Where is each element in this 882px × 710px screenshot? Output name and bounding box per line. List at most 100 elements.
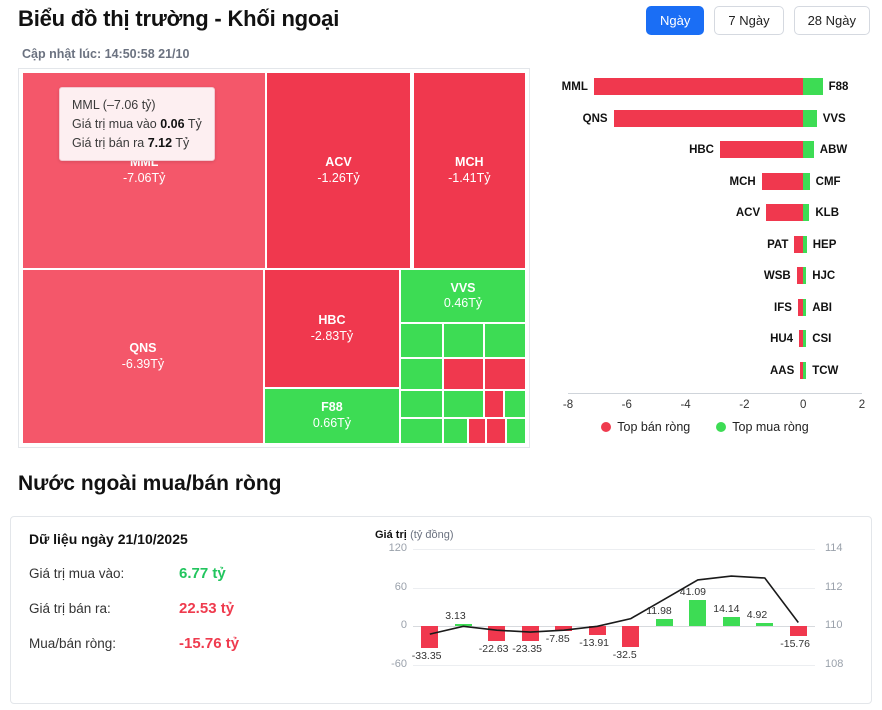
treemap-cell-value: -6.39Tỷ [121,356,165,371]
range-tab-day[interactable]: Ngày [646,6,705,35]
bar-segment-buy[interactable] [803,109,817,127]
treemap-cell-symbol: MCH [455,154,484,169]
daily-stats-block: Dữ liệu ngày 21/10/2025 Giá trị mua vào:… [29,531,359,670]
treemap-cell-minor[interactable] [400,323,443,359]
bar-segment-buy[interactable] [803,172,810,190]
treemap-panel: MML -7.06Tỷ ACV -1.26Tỷ MCH -1.41Tỷ QNS -6.39Tỷ… [18,68,530,448]
bar-segment-buy[interactable] [803,361,807,379]
treemap-cell-minor[interactable] [484,358,526,391]
treemap[interactable]: MML -7.06Tỷ ACV -1.26Tỷ MCH -1.41Tỷ QNS -6.39Tỷ… [22,72,526,444]
legend-dot-buy [716,422,727,432]
legend-dot-sell [601,422,612,432]
combo-bar[interactable] [655,618,673,627]
treemap-cell-minor[interactable] [468,417,486,444]
bar-label-buy-symbol: KLB [815,207,839,219]
bar-chart-x-tick: -6 [621,399,632,411]
stat-row-sell: Giá trị bán ra: 22.53 tỷ [29,600,359,617]
legend-item-buy: Top mua ròng [716,420,809,434]
bar-segment-sell[interactable] [800,361,804,379]
combo-bar[interactable] [421,626,439,648]
bar-label-buy-symbol: TCW [812,364,839,377]
bar-segment-buy[interactable] [803,235,807,253]
combo-bar[interactable] [622,626,640,648]
bar-segment-sell[interactable] [794,235,804,253]
bar-segment-sell[interactable] [797,298,804,316]
treemap-cell-minor[interactable] [484,323,526,359]
treemap-cell-minor[interactable] [442,323,485,359]
bar-chart-x-tick: 2 [858,399,866,411]
combo-gridline [413,587,815,589]
combo-bar[interactable] [789,626,807,637]
combo-bar[interactable] [689,599,707,627]
treemap-cell-minor[interactable] [400,417,443,444]
treemap-cell-hbc[interactable]: HBC -2.83Tỷ [263,269,400,389]
bar-chart-axis-line [568,393,862,394]
treemap-cell-value: -7.06Tỷ [123,170,166,185]
combo-bar[interactable] [588,626,606,636]
treemap-cell-mch[interactable]: MCH -1.41Tỷ [412,72,526,270]
bar-label-sell-symbol: ACV [735,207,761,219]
legend-label-sell: Top bán ròng [617,420,691,434]
treemap-cell-minor[interactable] [442,417,469,444]
combo-bar[interactable] [756,623,774,627]
treemap-cell-value: 0.46Tỷ [443,296,483,311]
range-tab-28days[interactable]: 28 Ngày [793,6,870,35]
treemap-cell-minor[interactable] [442,358,485,391]
bar-segment-sell[interactable] [796,267,804,284]
treemap-cell-vvs[interactable]: VVS 0.46Tỷ [400,269,526,324]
bar-label-sell-symbol: WSB [763,270,791,282]
bar-segment-buy[interactable] [803,204,810,221]
treemap-cell-minor[interactable] [504,390,526,418]
bar-segment-buy[interactable] [803,78,823,95]
bar-segment-sell[interactable] [613,109,804,127]
bar-label-sell-symbol: IFS [774,301,792,314]
bar-segment-sell[interactable] [761,172,804,190]
bar-label-sell-symbol: PAT [767,238,789,251]
legend-item-sell: Top bán ròng [601,420,690,434]
stat-row-buy: Giá trị mua vào: 6.77 tỷ [29,565,359,582]
combo-bar[interactable] [521,626,539,642]
treemap-cell-minor[interactable] [400,358,443,391]
treemap-cell-minor[interactable] [485,417,506,444]
bar-label-buy-symbol: ABI [812,301,832,314]
bar-chart-x-tick: -4 [680,399,691,411]
treemap-cell-minor[interactable] [505,417,526,444]
bar-segment-buy[interactable] [803,141,814,158]
combo-bar[interactable] [722,617,740,627]
bar-label-sell-symbol: MML [561,81,588,93]
combo-bar-value-label: -32.5 [612,649,637,662]
bar-segment-sell[interactable] [766,204,804,221]
section-title-net-flow: Nước ngoài mua/bán ròng [18,472,282,495]
treemap-tooltip: MML (–7.06 tỷ) Giá trị mua vào 0.06 Tỷ G… [59,87,215,162]
bar-segment-sell[interactable] [719,141,804,158]
treemap-cell-minor[interactable] [442,390,485,418]
tooltip-line-buy: Giá trị mua vào 0.06 Tỷ [72,116,202,131]
combo-bar[interactable] [555,626,573,632]
treemap-cell-minor[interactable] [484,390,505,418]
combo-bar-value-label: -22.63 [478,642,509,655]
legend-label-buy: Top mua ròng [732,420,809,434]
treemap-cell-f88[interactable]: F88 0.66Tỷ [263,388,400,444]
bar-label-buy-symbol: ABW [819,144,848,156]
tooltip-line-sell: Giá trị bán ra 7.12 Tỷ [72,135,190,150]
bar-segment-buy[interactable] [803,330,807,347]
treemap-cell-minor[interactable] [400,390,443,418]
treemap-cell-value: -1.26Tỷ [317,170,360,185]
combo-bar[interactable] [454,624,472,627]
combo-y-tick-left: -60 [391,658,407,670]
bar-segment-buy[interactable] [803,267,807,284]
range-tab-7days[interactable]: 7 Ngày [714,6,784,35]
treemap-cell-acv[interactable]: ACV -1.26Tỷ [266,72,411,270]
bar-label-buy-symbol: HJC [812,270,836,282]
bar-segment-sell[interactable] [593,78,804,95]
combo-gridline [413,549,815,550]
combo-zero-line [413,626,815,628]
treemap-cell-qns[interactable]: QNS -6.39Tỷ [22,269,264,444]
treemap-cell-symbol: HBC [318,313,346,328]
stat-value-net: -15.76 tỷ [179,635,240,652]
bar-segment-sell[interactable] [799,330,804,347]
bar-chart-x-tick: 0 [799,399,807,411]
bar-chart-x-tick: -8 [562,399,574,411]
bar-segment-buy[interactable] [803,298,807,316]
